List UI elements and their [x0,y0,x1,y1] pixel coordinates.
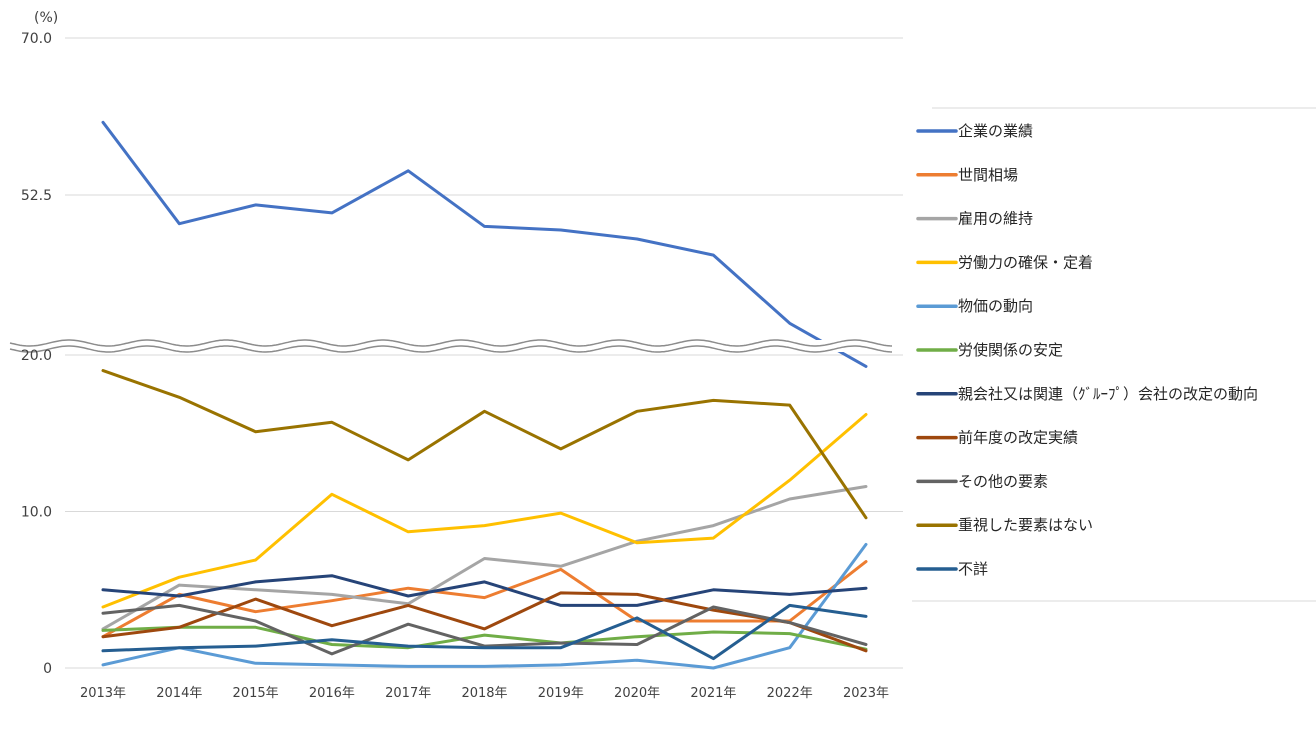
series-line [101,542,868,670]
x-tick-label: 2014年 [156,686,202,701]
x-tick-label: 2022年 [767,686,813,701]
x-tick-label: 2016年 [309,686,355,701]
series-line [101,574,868,607]
series-line [101,560,868,639]
series-line [101,591,868,653]
legend-label: 雇用の維持 [958,210,1033,228]
series-line [101,413,868,609]
unit-label: (%) [34,10,58,26]
x-tick-label: 2013年 [80,686,126,701]
legend-label: 労使関係の安定 [958,341,1063,359]
series-line [101,369,868,520]
legend-label: 企業の業績 [958,122,1033,140]
axis-break-line [9,345,893,353]
y-tick-label: 52.5 [21,188,52,204]
x-tick-label: 2015年 [233,686,279,701]
legend-label: 親会社又は関連（ｸﾞﾙｰﾌﾟ）会社の改定の動向 [958,385,1258,403]
axis-break-band [8,340,895,352]
legend-label: 世間相場 [958,166,1018,184]
y-tick-label: 20.0 [21,348,52,364]
x-tick-label: 2019年 [538,686,584,701]
series-line [101,625,868,651]
series-line [101,603,868,656]
y-tick-label: 0 [43,661,52,677]
x-tick-label: 2020年 [614,686,660,701]
y-tick-label: 10.0 [21,505,52,521]
series-line [101,120,868,368]
x-tick-label: 2018年 [461,686,507,701]
x-tick-label: 2023年 [843,686,889,701]
axis-break-line [9,339,893,347]
legend-label: 重視した要素はない [958,516,1093,534]
legend-label: 不詳 [958,560,988,578]
series-line [101,603,868,661]
x-tick-label: 2021年 [690,686,736,701]
series-line [101,485,868,631]
x-tick-label: 2017年 [385,686,431,701]
legend-label: 前年度の改定実績 [958,429,1078,447]
legend-label: 労働力の確保・定着 [958,253,1093,271]
legend-label: その他の要素 [958,472,1048,490]
legend-label: 物価の動向 [958,297,1033,315]
y-tick-label: 70.0 [21,31,52,47]
